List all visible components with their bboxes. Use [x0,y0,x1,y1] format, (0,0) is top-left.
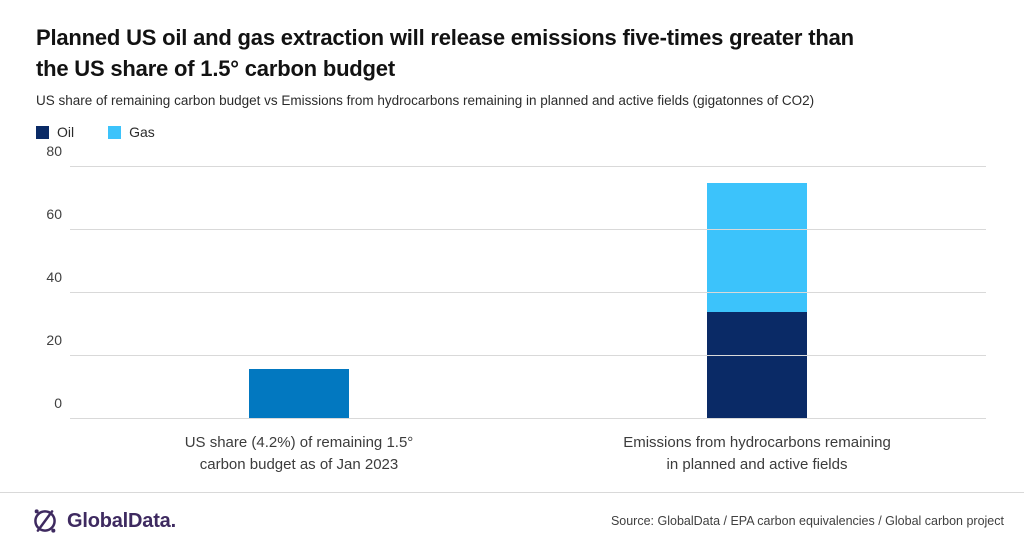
gridline-40 [70,292,986,293]
bar-chart: 0 20 40 60 80 US share (4.2%) of remaining 1… [36,143,986,476]
gridline-20 [70,355,986,356]
bar-slots [70,167,986,419]
chart-subtitle: US share of remaining carbon budget vs E… [36,93,815,108]
legend-label: Gas [129,124,155,140]
gridline-60 [70,229,986,230]
chart-header: Planned US oil and gas extraction will r… [0,0,1024,108]
y-tick-label-20: 20 [46,332,62,348]
gridline-0 [70,418,986,419]
legend-label: Oil [57,124,75,140]
category-slot-1 [70,167,528,419]
brand-name: GlobalData. [67,509,176,532]
x-axis-label-2: Emissions from hydrocarbons remaining in … [623,434,891,473]
title-line-2: the US share of 1.5° carbon budget [36,56,395,81]
plot-area: 0 20 40 60 80 [46,143,986,419]
bar-segment-us-share-of-1-5-carbon-budget [249,368,349,419]
legend-swatch-oil [36,125,49,139]
legend-item-gas: Gas [108,124,155,140]
brand-logo: GlobalData. [30,506,176,536]
title-line-1: Planned US oil and gas extraction will r… [36,25,854,50]
chart-legend: Oil Gas [36,124,988,140]
category-slot-2 [528,167,986,419]
bar-2 [707,182,807,419]
footer: GlobalData. Source: GlobalData / EPA car… [0,492,1024,549]
x-axis-labels: US share (4.2%) of remaining 1.5° carbon … [70,432,986,476]
y-tick-label-0: 0 [54,395,62,411]
bar-segment-gas [707,182,807,312]
globaldata-logo-icon [34,509,56,533]
source-text: Source: GlobalData / EPA carbon equivale… [610,514,1004,528]
legend-swatch-gas [108,125,122,139]
bar-1 [249,368,349,419]
y-tick-label-80: 80 [46,143,62,159]
bar-segment-oil [707,311,807,419]
page-title: Planned US oil and gas extraction will r… [36,22,988,84]
legend-item-oil: Oil [36,124,74,140]
y-tick-label-40: 40 [46,269,62,285]
x-axis-label-1: US share (4.2%) of remaining 1.5° carbon … [184,434,414,473]
gridline-80 [70,166,986,167]
y-tick-label-60: 60 [46,206,62,222]
